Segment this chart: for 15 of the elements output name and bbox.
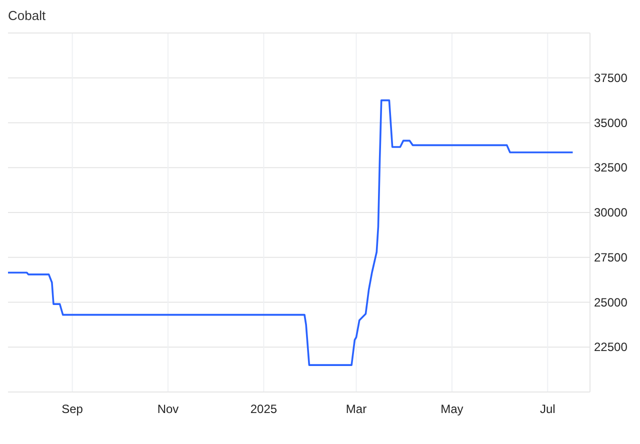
x-tick-label: 2025 — [250, 402, 278, 416]
y-tick-label: 32500 — [594, 160, 628, 175]
chart-title: Cobalt — [8, 8, 46, 23]
x-tick-label: Sep — [62, 402, 84, 416]
y-tick-label: 30000 — [594, 206, 628, 220]
y-tick-label: 22500 — [594, 340, 628, 354]
line-series — [7, 99, 574, 366]
y-tick-label: 27500 — [594, 250, 628, 264]
x-tick-label: Jul — [540, 402, 556, 416]
x-tick-label: May — [440, 402, 464, 416]
y-tick-label: 37500 — [594, 70, 628, 85]
y-tick-label: 35000 — [594, 116, 628, 130]
x-tick-label: Nov — [157, 402, 179, 416]
x-tick-label: Mar — [346, 402, 367, 416]
y-tick-label: 25000 — [594, 295, 628, 310]
